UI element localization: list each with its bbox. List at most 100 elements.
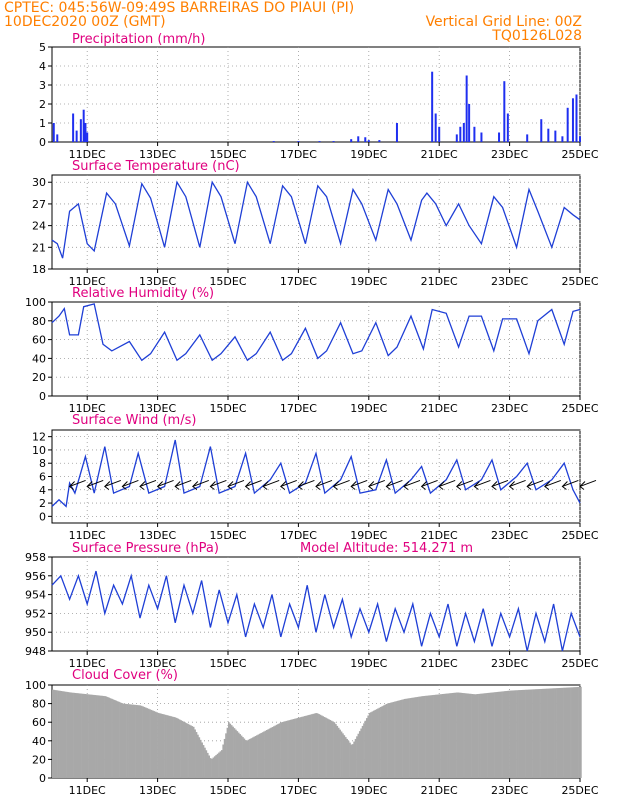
rh-series-line bbox=[51, 303, 581, 362]
cloud-bar bbox=[488, 692, 491, 778]
cloud-bar bbox=[118, 701, 120, 778]
cloud-bar bbox=[201, 742, 203, 778]
cloud-bar bbox=[572, 687, 575, 778]
rh-xtick-label: 23DEC bbox=[491, 402, 528, 415]
precip-bar bbox=[79, 119, 82, 142]
wind-arrow-shaft bbox=[263, 479, 280, 487]
cloud-bar bbox=[266, 730, 268, 778]
wind-arrow-shaft bbox=[527, 479, 544, 487]
wind-arrow-head bbox=[244, 481, 251, 490]
cloud-bar bbox=[354, 738, 357, 778]
cloud-bar bbox=[326, 718, 329, 778]
cloud-bar bbox=[170, 716, 172, 778]
wind-arrow-head bbox=[262, 481, 269, 490]
temp-xtick-label: 23DEC bbox=[491, 275, 528, 288]
cloud-bar bbox=[391, 702, 394, 778]
rh-xtick-label: 11DEC bbox=[69, 402, 106, 415]
cloud-bar bbox=[88, 694, 91, 778]
wind-arrow-shaft bbox=[439, 479, 456, 487]
cloud-bar bbox=[133, 704, 136, 778]
rh-title: Relative Humidity (%) bbox=[72, 286, 214, 301]
cloud-bar bbox=[434, 694, 437, 778]
rh-ytick-label: 20 bbox=[32, 371, 46, 384]
wind-arrow-head bbox=[508, 481, 515, 490]
cloud-bar bbox=[558, 687, 561, 778]
cloud-bar bbox=[533, 689, 536, 778]
cloud-bar bbox=[120, 703, 123, 778]
cloud-bar bbox=[446, 693, 448, 778]
cloud-bar bbox=[239, 734, 241, 778]
cloud-bar bbox=[90, 694, 92, 778]
pres-ytick-label: 952 bbox=[25, 607, 46, 620]
cloud-bar bbox=[309, 714, 312, 778]
pres-ytick-label: 950 bbox=[25, 626, 46, 639]
cloud-bar bbox=[522, 689, 524, 778]
cloud-bar bbox=[92, 694, 95, 778]
cloud-bar bbox=[412, 697, 415, 778]
cloud-bar bbox=[570, 687, 572, 778]
cloud-bar bbox=[557, 688, 560, 778]
cloud-bar bbox=[77, 693, 80, 778]
cloud-bar bbox=[174, 717, 177, 778]
precip-bar bbox=[75, 130, 78, 142]
wind-arrow-shaft bbox=[157, 479, 174, 487]
cloud-bar bbox=[485, 693, 488, 778]
rh-ytick-label: 60 bbox=[32, 334, 46, 347]
cloud-bar bbox=[394, 701, 396, 778]
cloud-bar bbox=[208, 755, 210, 778]
wind-arrow-head bbox=[280, 481, 287, 490]
temp-ytick-label: 24 bbox=[32, 220, 46, 233]
cloud-bar bbox=[288, 720, 291, 778]
cloud-bar bbox=[187, 723, 189, 778]
cloud-bar bbox=[306, 715, 309, 778]
cloud-bar bbox=[74, 692, 77, 778]
wind-arrow-head bbox=[561, 481, 568, 490]
precip-bar bbox=[367, 140, 370, 142]
cloud-bar bbox=[198, 737, 201, 778]
chart-header: CPTEC: 045:56W-09:49S BARREIRAS DO PIAUI… bbox=[0, 0, 618, 46]
cloud-bar bbox=[357, 733, 360, 778]
cloud-bar bbox=[471, 694, 474, 778]
cloud-bar bbox=[565, 687, 568, 778]
cloud-bar bbox=[332, 721, 334, 778]
cloud-bar bbox=[395, 701, 398, 778]
cloud-bar bbox=[478, 693, 481, 778]
cloud-bar bbox=[481, 693, 484, 778]
precip-bar bbox=[468, 104, 471, 142]
cloud-bar bbox=[98, 695, 101, 778]
cloud-bar bbox=[111, 698, 113, 778]
cloud-bar bbox=[365, 718, 368, 778]
precip-bar bbox=[72, 113, 75, 142]
cloud-bar bbox=[160, 713, 163, 778]
cloud-bar bbox=[484, 693, 486, 778]
cloud-bar bbox=[115, 700, 118, 778]
cloud-bar bbox=[568, 687, 571, 778]
precip-bar bbox=[438, 126, 441, 142]
cloud-bar bbox=[102, 695, 105, 778]
cloud-bar bbox=[80, 693, 82, 778]
wind-arrow-shaft bbox=[298, 479, 315, 487]
precip-bar bbox=[561, 136, 564, 142]
rh-ytick-label: 40 bbox=[32, 352, 46, 365]
wind-arrow-head bbox=[68, 481, 75, 490]
cloud-bar bbox=[66, 691, 68, 778]
cloud-bar bbox=[299, 717, 302, 778]
cloud-bar bbox=[304, 716, 306, 778]
precip-ytick-label: 4 bbox=[39, 60, 46, 73]
cloud-bar bbox=[232, 726, 234, 778]
cloud-bar bbox=[61, 691, 64, 778]
cloud-bar bbox=[57, 690, 60, 778]
cloud-bar bbox=[439, 694, 441, 778]
cloud-bar bbox=[489, 692, 492, 778]
cloud-bar bbox=[212, 757, 215, 778]
cloud-bar bbox=[228, 722, 230, 778]
rh-ytick-label: 0 bbox=[39, 390, 46, 403]
cloud-bar bbox=[116, 701, 119, 778]
cloud-bar bbox=[323, 716, 326, 778]
cloud-bar bbox=[177, 718, 180, 778]
cloud-bar bbox=[358, 731, 361, 778]
cloud-bar bbox=[161, 714, 164, 778]
cloud-bar bbox=[346, 738, 348, 778]
cloud-bar bbox=[104, 696, 106, 778]
wind-ytick-label: 6 bbox=[39, 471, 46, 484]
